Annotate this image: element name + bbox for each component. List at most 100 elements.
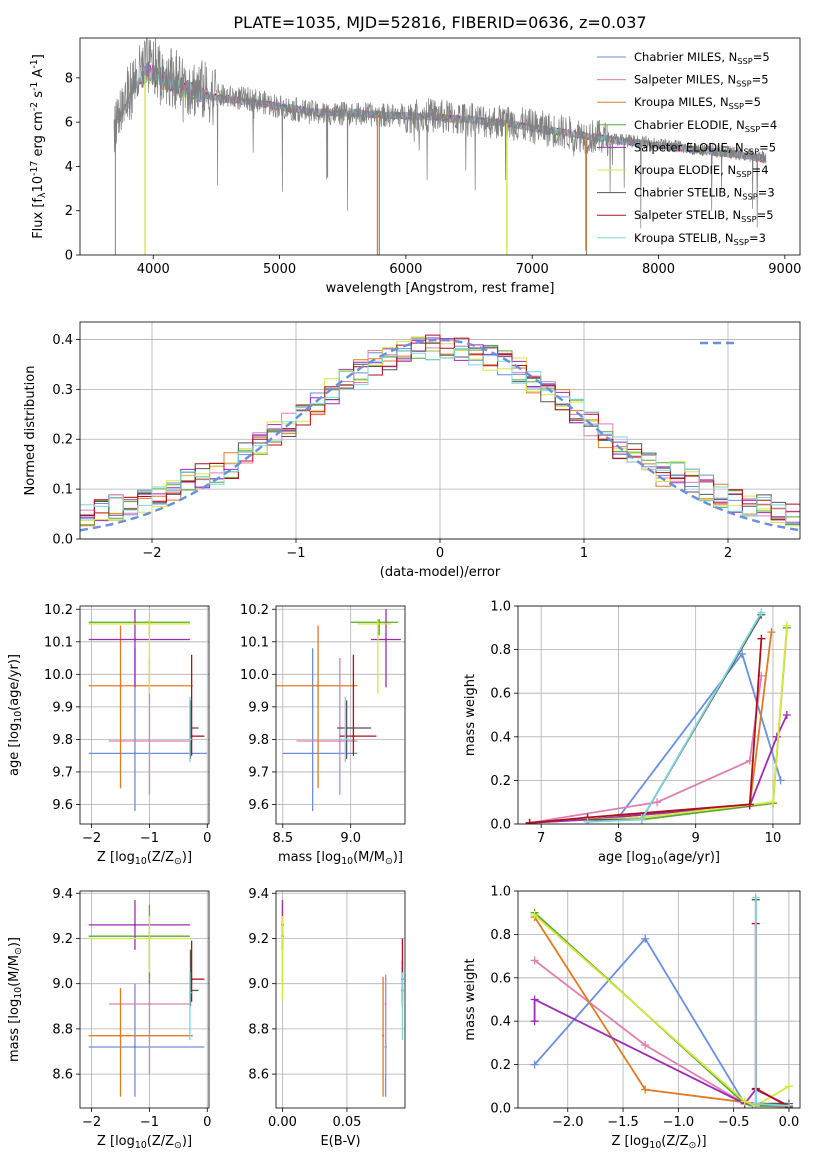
y-tick-label: 0.0 (490, 1102, 511, 1117)
legend-label: Chabrier STELIB, NSSP=3 (634, 186, 775, 202)
weight-marker (772, 732, 781, 741)
data-point (345, 726, 348, 730)
plot-area (530, 893, 793, 1108)
y-tick-label: 9.4 (52, 887, 73, 902)
x-tick-label: 9.0 (340, 831, 361, 846)
data-point (148, 622, 151, 626)
weight-marker (530, 910, 539, 919)
x-tick-label: −1.0 (663, 1115, 695, 1130)
axes-spine (79, 37, 801, 256)
x-axis-label: mass [log10(M/M⊙)] (278, 850, 403, 867)
weight-marker (767, 628, 776, 637)
plot-area (88, 900, 205, 1097)
axes-frame: −2 −1 0 9.6 9.7 9.8 9.9 10.0 10.1 10.2 Z [log10(Z/… (7, 603, 211, 867)
y-axis-label: mass weight (463, 674, 478, 756)
y-tick-label: 4 (65, 160, 73, 175)
y-tick-label: 0.0 (490, 818, 511, 833)
data-point (384, 638, 388, 641)
y-tick-label: 0.4 (490, 1015, 511, 1030)
weight-marker (745, 800, 754, 809)
legend-label: Chabrier ELODIE, NSSP=4 (634, 118, 777, 134)
x-tick-label: −1 (286, 546, 305, 561)
x-tick-label: 0.0 (779, 1115, 800, 1130)
weight-marker (525, 818, 534, 824)
y-tick-label: 9.4 (248, 887, 269, 902)
axes-spine (79, 605, 210, 825)
data-point (378, 621, 381, 624)
y-axis-label: Flux [fλ10-17 erg cm-2 s-1 A-1] (29, 54, 48, 239)
x-tick-label: 9 (692, 831, 700, 846)
y-tick-label: 2 (65, 204, 73, 219)
weight-marker (782, 621, 791, 630)
x-tick-label: 0 (203, 1115, 211, 1130)
panel-residuals: −2 −1 0 1 2 0.0 0.1 0.2 0.3 0.4 (data-model)/error… (23, 321, 801, 580)
axes-frame: 4000 5000 6000 7000 8000 9000 0 2 4 6 8 wavelength … (29, 37, 801, 296)
weight-marker (776, 776, 785, 785)
y-tick-label: 9.7 (248, 765, 269, 780)
weight-marker (641, 1085, 650, 1094)
weight-marker (637, 815, 646, 824)
weight-marker (757, 634, 766, 643)
data-point (119, 1034, 122, 1037)
y-tick-label: 10.1 (240, 635, 269, 650)
data-point (281, 937, 284, 940)
panel-mass_vs_Z: −2 −1 0 8.6 8.8 9.0 9.2 9.4 Z [log10(Z/Z⊙)] mass … (7, 887, 211, 1151)
panel-mass_vs_ebv: 0.00 0.05 8.6 8.8 9.0 9.2 9.4 E(B-V) (248, 887, 406, 1149)
x-tick-label: 7 (537, 831, 545, 846)
y-tick-label: 0 (65, 249, 73, 264)
weight-marker (784, 1101, 793, 1108)
y-tick-label: 9.0 (248, 977, 269, 992)
y-tick-label: 0.2 (490, 774, 511, 789)
data-point (133, 1045, 137, 1049)
weight-line (529, 638, 763, 824)
plot-area (88, 609, 208, 811)
x-tick-label: 2 (724, 546, 732, 561)
weight-marker (641, 1041, 650, 1050)
x-axis-label: E(B-V) (320, 1134, 360, 1149)
x-tick-label: 0.05 (332, 1115, 361, 1130)
y-tick-label: 0.4 (490, 730, 511, 745)
x-tick-label: 6000 (389, 262, 422, 277)
axes-frame: 0.00 0.05 8.6 8.8 9.0 9.2 9.4 E(B-V) (248, 887, 406, 1149)
y-tick-label: 0.4 (52, 333, 73, 348)
data-point (381, 1034, 385, 1037)
y-axis-label: mass weight (463, 958, 478, 1040)
weight-marker (583, 817, 592, 824)
y-tick-label: 10.2 (240, 603, 269, 618)
weight-marker (641, 934, 650, 943)
x-axis-label: (data-model)/error (380, 565, 501, 580)
data-point (188, 738, 192, 741)
panel-age_vs_mass: 8.5 9.0 9.6 9.7 9.8 9.9 10.0 10.1 10.2 mass [log1… (240, 603, 406, 867)
y-tick-label: 0.6 (490, 687, 511, 702)
y-tick-label: 0.6 (490, 971, 511, 986)
weight-line (587, 625, 788, 821)
x-tick-label: −1.5 (607, 1115, 639, 1130)
axes-frame: −2 −1 0 8.6 8.8 9.0 9.2 9.4 Z [log10(Z/Z⊙)] mass … (7, 887, 211, 1151)
y-tick-label: 8.6 (248, 1068, 269, 1083)
axes-spine (517, 890, 801, 1109)
data-point (148, 739, 151, 743)
x-tick-label: −1 (140, 831, 159, 846)
y-tick-label: 9.9 (52, 700, 73, 715)
weight-marker (530, 1060, 539, 1069)
axes-frame: 7 8 9 10 0.0 0.2 0.4 0.6 0.8 1.0 age [log10(age/yr… (463, 600, 801, 867)
x-tick-label: −2 (82, 1115, 101, 1130)
y-tick-label: 9.2 (248, 932, 269, 947)
y-tick-label: 0.2 (490, 1058, 511, 1073)
weight-marker (751, 893, 760, 902)
data-point (148, 937, 151, 940)
axes-frame: 8.5 9.0 9.6 9.7 9.8 9.9 10.0 10.1 10.2 mass [log1… (240, 603, 406, 867)
y-tick-label: 10.0 (240, 668, 269, 683)
y-tick-label: 0.0 (52, 533, 73, 548)
data-point (344, 738, 347, 741)
y-tick-label: 10.2 (44, 603, 73, 618)
weight-marker (530, 995, 539, 1004)
x-tick-label: −0.5 (718, 1115, 750, 1130)
histogram-step (80, 348, 800, 525)
observed-spectrum-line (113, 38, 767, 229)
weight-marker (784, 1082, 793, 1091)
panel-weight_vs_Z: −2.0 −1.5 −1.0 −0.5 0.0 0.0 0.2 0.4 0.6 0.8 1.0 Z [… (463, 885, 801, 1151)
axes-spine (517, 605, 801, 825)
